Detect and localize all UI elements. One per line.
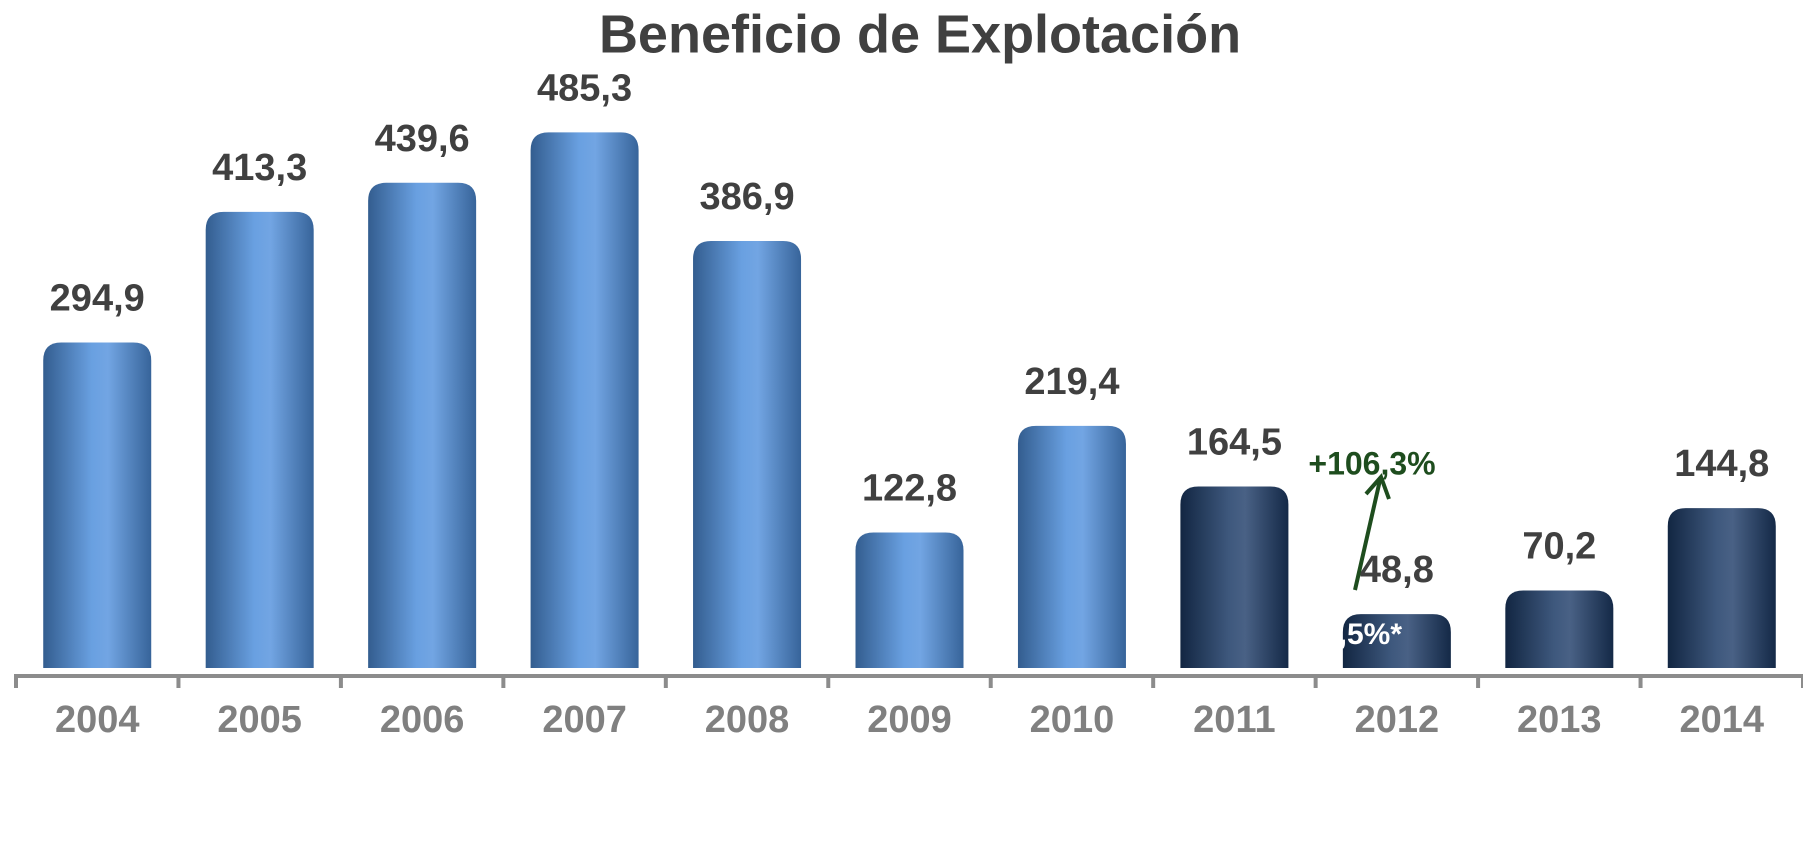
value-label: 48,8 — [1360, 549, 1434, 591]
value-label: 485,3 — [537, 67, 632, 109]
bar — [693, 240, 802, 668]
x-tick-label: 2012 — [1355, 699, 1440, 741]
bar — [1667, 508, 1776, 668]
x-tick-label: 2014 — [1679, 699, 1764, 741]
x-tick-label: 2006 — [380, 699, 465, 741]
value-label: 439,6 — [375, 118, 470, 160]
x-tick-label: 2008 — [705, 699, 790, 741]
growth-arrow — [1353, 479, 1382, 591]
bar — [1342, 614, 1451, 668]
value-label: 413,3 — [212, 147, 307, 189]
annotation: 8,5%* — [1322, 618, 1402, 651]
bar — [205, 211, 314, 668]
value-label: 144,8 — [1674, 443, 1769, 485]
x-tick-label: 2009 — [867, 699, 952, 741]
x-tick-label: 2011 — [1193, 699, 1275, 741]
x-tick-label: 2005 — [217, 699, 302, 741]
value-label: 70,2 — [1522, 526, 1596, 568]
x-tick-label: 2013 — [1517, 699, 1602, 741]
value-label: 386,9 — [699, 176, 794, 218]
chart-title: Beneficio de Explotación — [599, 4, 1241, 64]
bar — [855, 532, 964, 668]
value-label: 164,5 — [1187, 421, 1282, 463]
bar — [530, 132, 639, 669]
value-label: 219,4 — [1024, 361, 1119, 403]
bar — [368, 182, 477, 668]
x-tick-label: 2004 — [55, 699, 140, 741]
bar — [1505, 590, 1614, 668]
growth-arrow-head — [1364, 473, 1391, 500]
bar — [1180, 486, 1289, 668]
x-tick-label: 2007 — [542, 699, 627, 741]
x-tick-label: 2010 — [1030, 699, 1115, 741]
value-label: 294,9 — [50, 278, 145, 320]
annotation: 15,5%* — [1456, 556, 1553, 589]
annotation: +106,3% — [1308, 445, 1435, 481]
bar — [43, 342, 152, 668]
bar — [1017, 425, 1126, 668]
value-label: 122,8 — [862, 467, 957, 509]
